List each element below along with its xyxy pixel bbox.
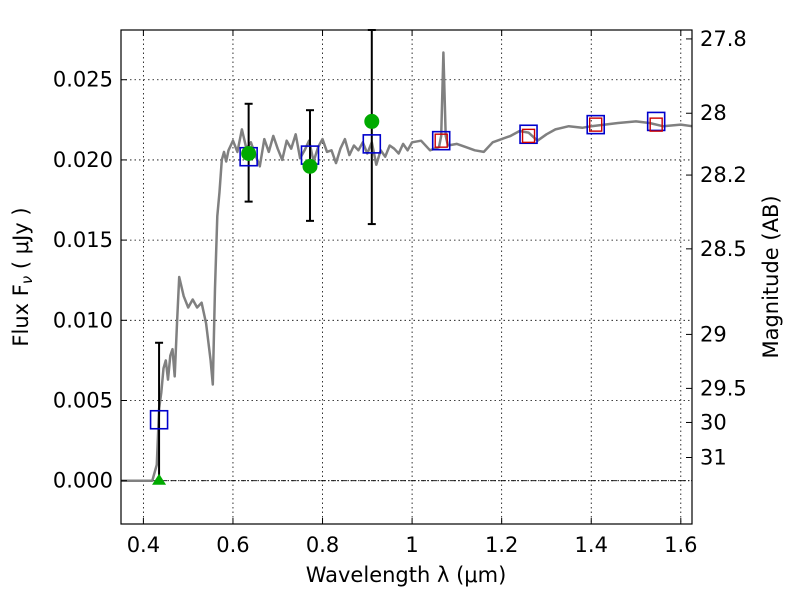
y-axis-label-unit: ( μJy ) [9,207,33,275]
magnitude-tick-label: 29 [700,322,727,346]
model-photometry-point [431,130,451,151]
y-axis-label-sub: ν [18,276,36,284]
y-tick-label: 0.020 [53,148,113,172]
x-tick-label: 0.8 [306,533,339,557]
axes: 0.4 0.6 0.8 1 1.2 1.4 1.6 0.000 0.005 0.010 0.015 0… [53,27,747,557]
y-tick-label: 0.010 [53,308,113,332]
hst-model-photometry-point [589,117,603,132]
x-tick-label: 0.6 [216,533,249,557]
x-tick-label: 0.4 [127,533,160,557]
x-tick-label: 1.2 [485,533,518,557]
y-tick-label: 0.005 [53,389,113,413]
upper-limit-marker [152,473,167,485]
model-photometry-point [586,114,606,135]
magnitude-tick-label: 31 [700,446,727,470]
grid [121,30,692,524]
y-tick-label: 0.015 [53,228,113,252]
magnitude-tick-label: 29.5 [700,376,747,400]
model-photometry-point [149,409,169,430]
y-tick-label: 0.000 [53,469,113,493]
observed-photometry-point [302,158,318,174]
model-spectrum-line [121,51,693,482]
model-photometry-point [362,134,382,154]
observed-photometry-point [241,146,257,161]
model-photometry-point [646,111,666,132]
magnitude-axis-label: Magnitude (AB) [759,195,783,358]
hst-model-photometry-point [649,117,663,132]
hst-model-photometry-point [521,128,536,144]
plot-frame [120,29,693,525]
y-axis-label: Flux Fν ( μJy ) [9,207,36,346]
x-tick-label: 1 [405,533,418,557]
y-tick-label: 0.025 [53,68,113,92]
magnitude-tick-label: 28.2 [700,163,747,187]
magnitude-tick-label: 27.8 [700,27,747,51]
hst-model-photometry-point [434,133,448,148]
magnitude-tick-label: 30 [700,410,727,434]
x-tick-label: 1.4 [575,533,608,557]
x-axis-label: Wavelength λ (μm) [306,563,507,587]
magnitude-tick-label: 28 [700,101,727,125]
magnitude-tick-label: 28.5 [700,237,747,261]
x-tick-label: 1.6 [664,533,697,557]
observed-photometry-point [364,113,380,129]
y-axis-label-text: Flux F [9,284,33,346]
model-photometry-point [519,124,538,145]
